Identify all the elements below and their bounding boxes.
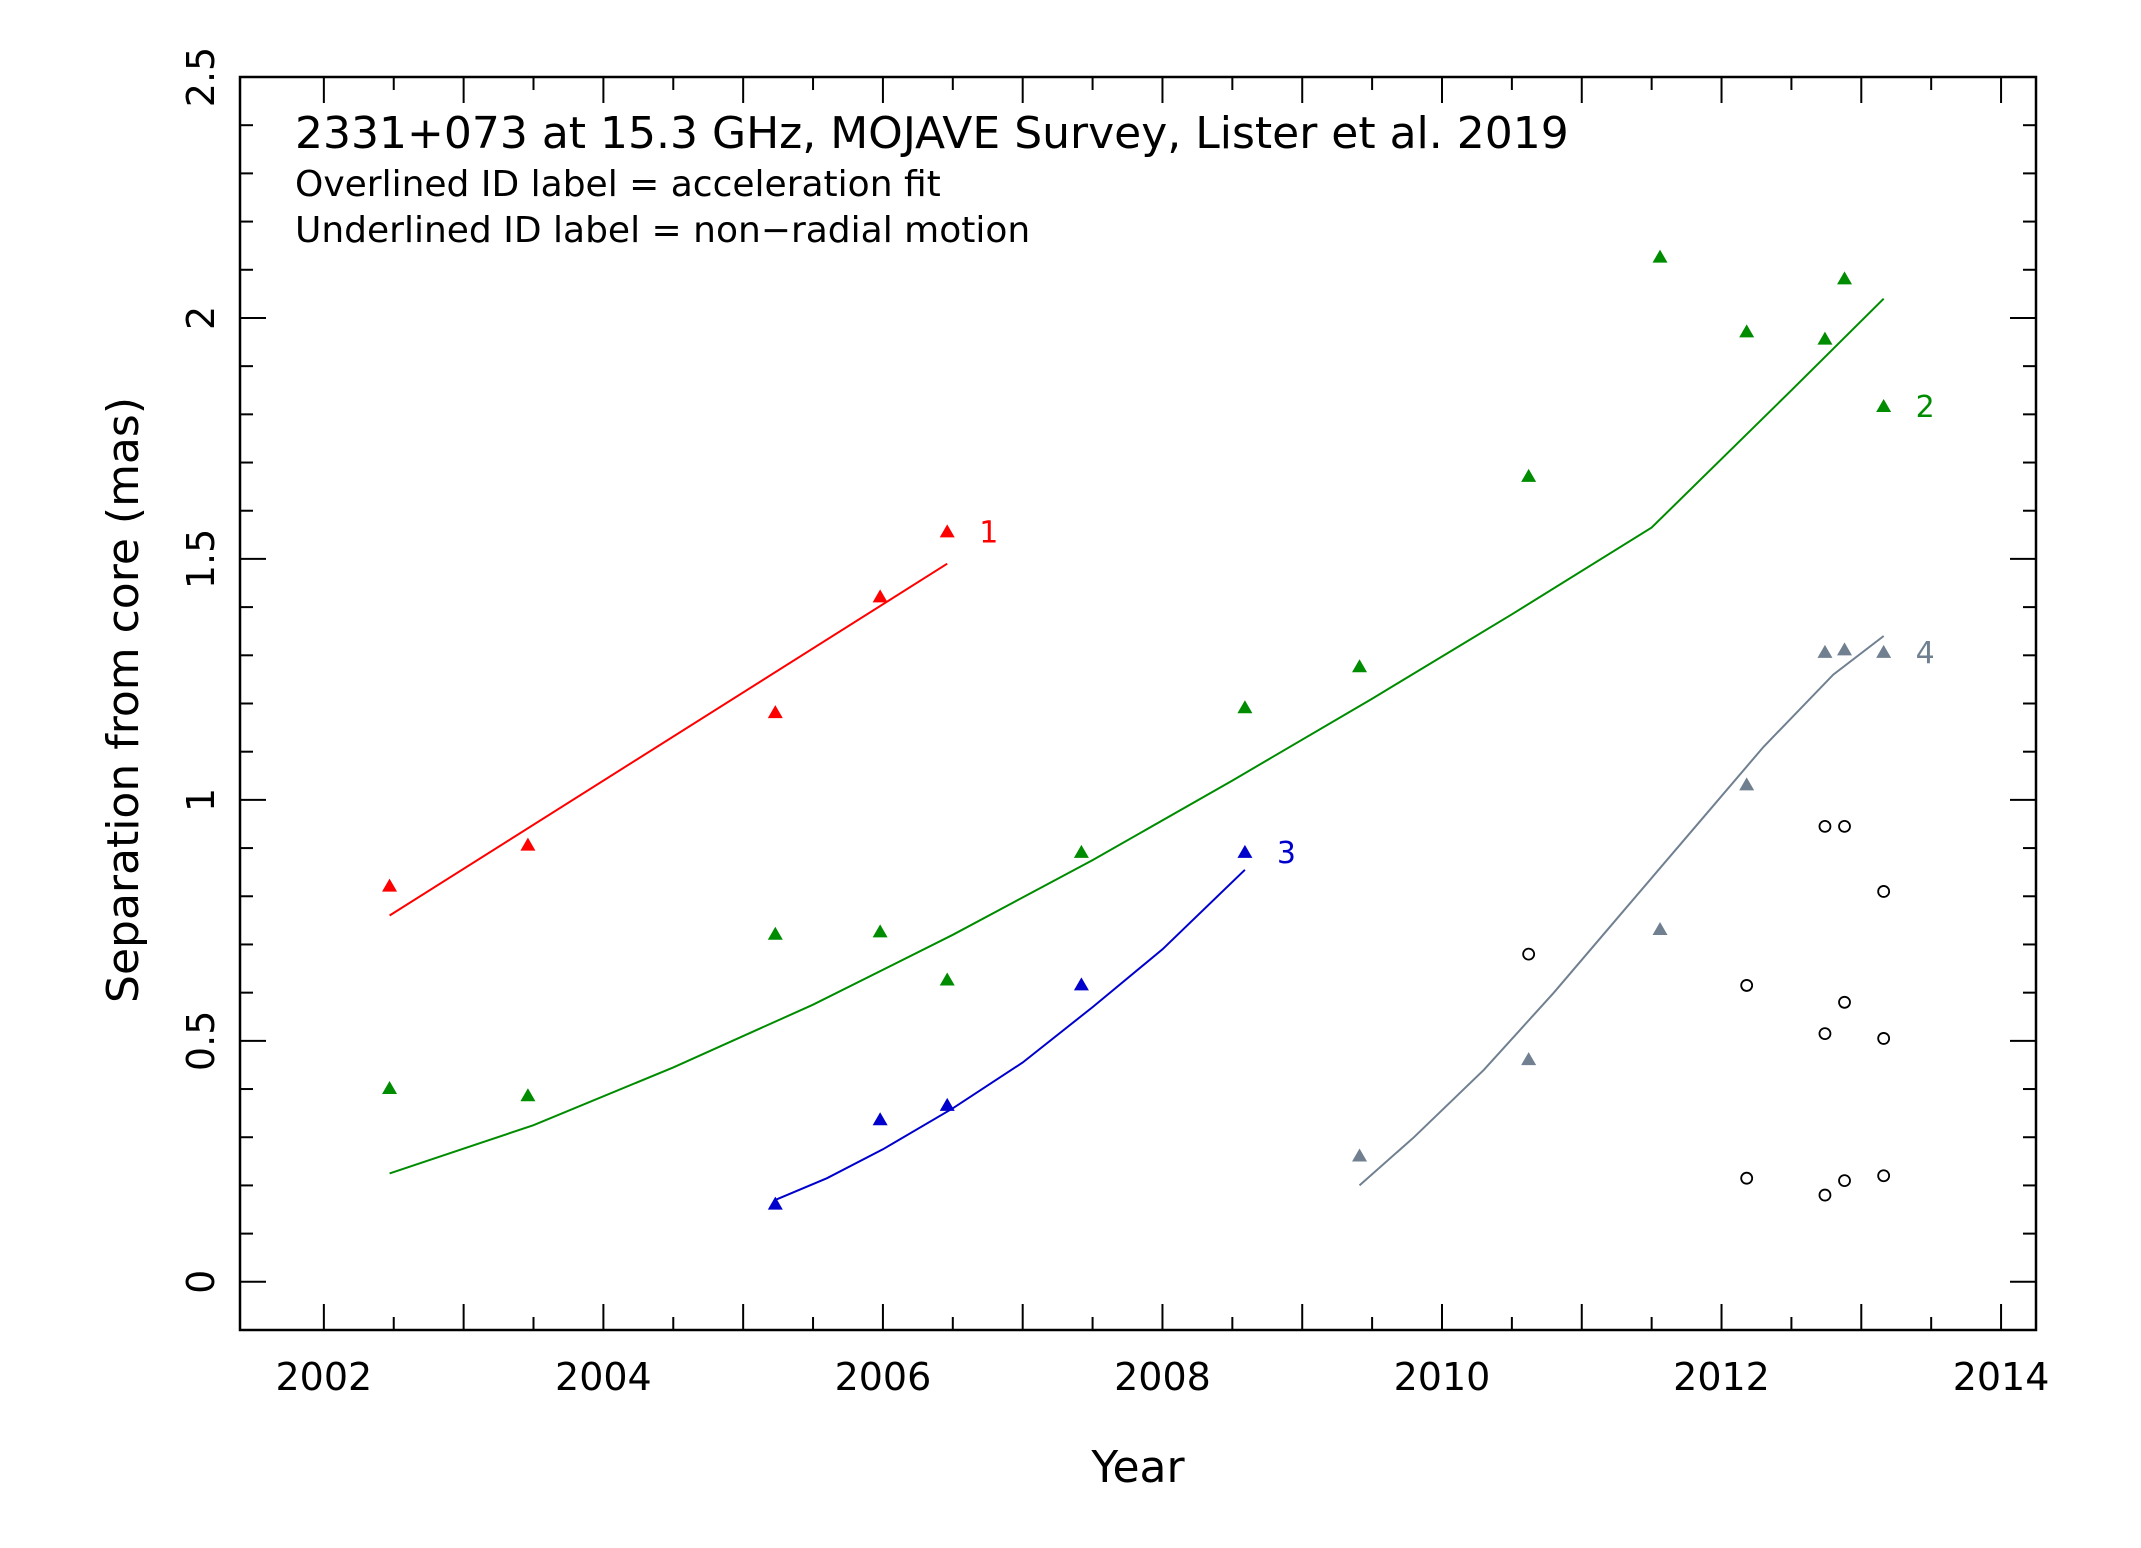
x-tick-label: 2014: [1953, 1355, 2050, 1399]
y-tick-label: 0: [179, 1270, 223, 1294]
data-points: [382, 249, 1892, 1210]
data-point-4: [1652, 921, 1668, 935]
data-point-unassigned: [1838, 819, 1851, 833]
data-point-3: [767, 1196, 783, 1210]
data-point-1: [382, 878, 398, 892]
y-tick-label: 1: [179, 788, 223, 812]
data-point-unassigned: [1818, 819, 1832, 833]
data-point-2: [1237, 700, 1253, 714]
data-point-unassigned: [1740, 1171, 1754, 1185]
note-acceleration: Overlined ID label = acceleration fit: [295, 164, 941, 205]
x-tick-label: 2004: [555, 1355, 652, 1399]
data-point-unassigned: [1877, 885, 1891, 898]
data-point-1: [767, 705, 783, 719]
data-point-unassigned: [1818, 1188, 1832, 1202]
x-tick-label: 2006: [835, 1355, 932, 1399]
data-point-unassigned: [1838, 1174, 1851, 1188]
data-point-1: [939, 524, 955, 538]
data-point-1: [872, 589, 888, 603]
data-point-unassigned: [1877, 1032, 1891, 1045]
data-point-3: [939, 1097, 955, 1111]
y-ticks: 0 0.5 1 1.5 2 2.5: [179, 47, 2036, 1294]
y-tick-label: 1.5: [179, 529, 223, 589]
data-point-2: [1352, 659, 1368, 673]
series-label-2: 2: [1916, 390, 1935, 425]
series-label-1: 1: [979, 515, 998, 550]
x-tick-label: 2010: [1394, 1355, 1491, 1399]
data-point-2: [382, 1080, 398, 1094]
series-label-3: 3: [1277, 836, 1296, 871]
data-point-2: [520, 1088, 536, 1102]
data-point-2: [939, 972, 955, 986]
data-point-4: [1837, 642, 1853, 656]
data-point-unassigned: [1522, 947, 1536, 961]
data-point-2: [1521, 468, 1537, 482]
data-point-2: [1739, 324, 1755, 338]
data-point-unassigned: [1740, 979, 1754, 992]
x-axis-label: Year: [1090, 1442, 1185, 1493]
data-point-4: [1817, 644, 1833, 658]
series-label-4: 4: [1916, 636, 1935, 671]
data-point-1: [520, 837, 536, 851]
x-tick-label: 2002: [276, 1355, 373, 1399]
data-point-2: [1876, 399, 1892, 413]
x-tick-label: 2012: [1673, 1355, 1770, 1399]
data-point-3: [872, 1112, 888, 1126]
fit-line-3: [774, 869, 1246, 1201]
data-point-2: [1652, 249, 1668, 263]
chart-title: 2331+073 at 15.3 GHz, MOJAVE Survey, Lis…: [295, 108, 1569, 159]
data-point-4: [1521, 1052, 1537, 1066]
x-ticks: 2002 2004 2006 2008 2010 2012 2014: [276, 77, 2050, 1399]
fit-lines: [389, 297, 1885, 1201]
data-point-4: [1352, 1148, 1368, 1162]
data-point-3: [1073, 977, 1089, 991]
data-point-2: [1073, 844, 1089, 858]
data-point-unassigned: [1818, 1027, 1832, 1041]
x-tick-label: 2008: [1114, 1355, 1211, 1399]
data-point-unassigned: [1877, 1169, 1891, 1183]
y-tick-label: 2.5: [179, 47, 223, 107]
y-tick-label: 2: [179, 306, 223, 330]
series-labels: 1 2 3 4: [979, 390, 1935, 871]
fit-line-2: [389, 297, 1885, 1175]
fit-line-1: [389, 562, 948, 917]
data-point-4: [1876, 644, 1892, 658]
data-point-3: [1237, 844, 1253, 858]
plot-frame: [238, 75, 2038, 1332]
fit-line-4: [1358, 635, 1885, 1187]
data-point-2: [1837, 271, 1853, 285]
y-axis-label: Separation from core (mas): [98, 397, 149, 1003]
data-point-2: [872, 924, 888, 938]
data-point-2: [1817, 331, 1833, 345]
data-point-2: [767, 926, 783, 940]
note-non-radial: Underlined ID label = non−radial motion: [295, 210, 1030, 251]
data-point-4: [1739, 777, 1755, 791]
y-tick-label: 0.5: [179, 1011, 223, 1071]
data-point-unassigned: [1838, 995, 1851, 1009]
